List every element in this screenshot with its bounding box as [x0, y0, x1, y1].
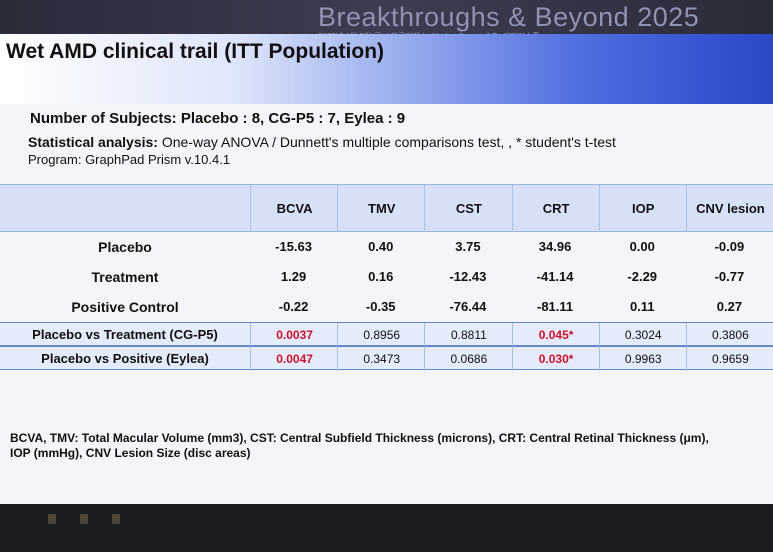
header-row: BCVA TMV CST CRT IOP CNV lesion	[0, 184, 773, 233]
footnote: BCVA, TMV: Total Macular Volume (mm3), C…	[10, 431, 709, 445]
table-cell: 0.0037	[250, 323, 338, 347]
decor	[80, 514, 88, 524]
header-cell: CRT	[511, 185, 600, 233]
table-cell: 0.030*	[511, 347, 600, 371]
table-cell: 0.9963	[598, 347, 687, 371]
header-cell: IOP	[598, 185, 687, 233]
table-cell: 0.8956	[337, 323, 425, 347]
table-cell: -0.35	[365, 299, 396, 314]
table-cell: 0.3473	[337, 347, 425, 371]
header-cell: TMV	[337, 185, 425, 233]
table-cell: 34.96	[538, 239, 572, 254]
table-row: Placebo -15.63 0.40 3.75 34.96 0.00 -0.09	[0, 232, 773, 262]
table-cell: -12.43	[449, 269, 487, 284]
decor	[48, 514, 56, 524]
table-cell: 1.29	[280, 269, 307, 284]
table-cell: 0.0686	[424, 347, 512, 371]
slide: Wet AMD clinical trail (ITT Population) …	[0, 34, 773, 504]
header-cell: CNV lesion	[685, 185, 773, 233]
program: Program: GraphPad Prism v.10.4.1	[28, 152, 231, 167]
table-cell: -0.09	[714, 239, 745, 254]
table-cell: 0.3024	[598, 323, 687, 347]
analysis-label: Statistical analysis:	[28, 134, 158, 150]
table-cell: -0.22	[278, 299, 309, 314]
banner-title: Breakthroughs & Beyond 2025	[318, 2, 700, 32]
analysis-text: One-way ANOVA / Dunnett's multiple compa…	[161, 134, 616, 150]
header-cell: BCVA	[250, 185, 338, 233]
subjects: Number of Subjects: Placebo : 8, CG-P5 :…	[30, 110, 406, 127]
table-row: Positive Control -0.22 -0.35 -76.44 -81.11 0.…	[0, 292, 773, 322]
table-cell: 0.0047	[250, 347, 338, 371]
slide-title: Wet AMD clinical trail (ITT Population)	[6, 40, 385, 63]
table-cell: 0.11	[629, 299, 655, 314]
table-cell: 0.40	[368, 239, 394, 254]
decor	[112, 514, 120, 524]
table-cell: 3.75	[455, 239, 481, 254]
table-cell: 0.3806	[685, 323, 773, 347]
table-cell: 0.8811	[424, 323, 512, 347]
table-cell: 0.045*	[511, 323, 600, 347]
table-cell: -2.29	[627, 269, 658, 284]
table-cell: -81.11	[537, 299, 574, 314]
table-cell: -0.77	[714, 269, 745, 284]
table-cell: -76.44	[449, 299, 487, 314]
table-cell: 0.9659	[685, 347, 773, 371]
row-label: Placebo vs Positive (Eylea)	[41, 351, 209, 366]
table-cell: -15.63	[275, 239, 313, 254]
row-label: Treatment	[91, 269, 159, 285]
row-label: Placebo vs Treatment (CG-P5)	[32, 327, 218, 342]
header-cell: CST	[424, 185, 512, 233]
table-row: Treatment 1.29 0.16 -12.43 -41.14 -2.29 -0.77	[0, 262, 773, 292]
table-row: Placebo vs Treatment (CG-P5) 0.0037 0.8956…	[0, 322, 773, 347]
table-cell: 0.00	[629, 239, 655, 254]
table-cell: -41.14	[536, 269, 574, 284]
footnote: IOP (mmHg), CNV Lesion Size (disc areas)	[10, 446, 251, 460]
table-cell: 0.16	[368, 269, 394, 284]
row-label: Placebo	[98, 239, 152, 255]
table-cell: 0.27	[716, 299, 743, 314]
row-label: Positive Control	[71, 299, 179, 315]
table-row: Placebo vs Positive (Eylea) 0.0047 0.3473 0…	[0, 346, 773, 371]
analysis: Statistical analysis: One-way ANOVA / Du…	[28, 134, 616, 150]
title-bar: Wet AMD clinical trail (ITT Population)	[0, 34, 773, 104]
